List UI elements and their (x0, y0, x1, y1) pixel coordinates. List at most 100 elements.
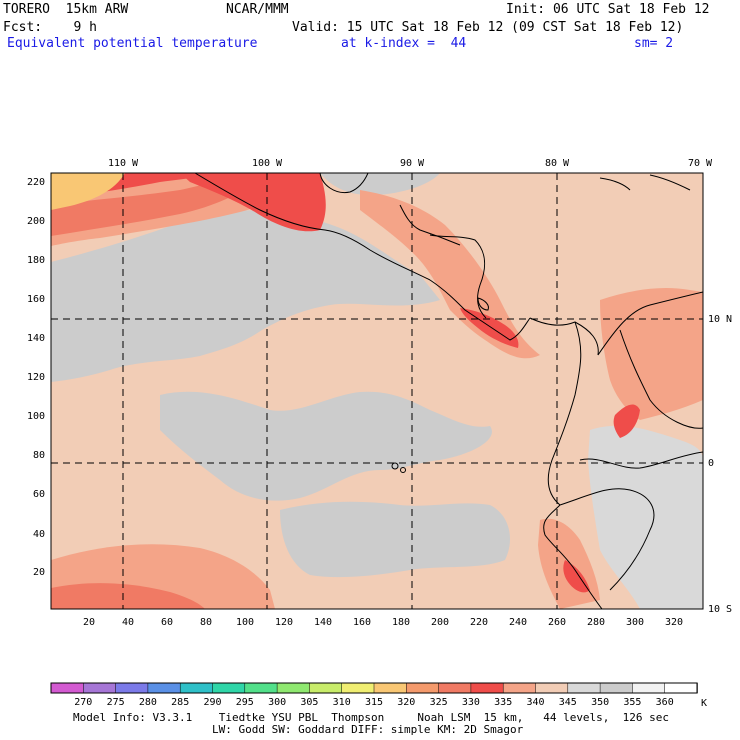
colorbar-swatch (373, 682, 408, 694)
colorbar-swatch (244, 682, 278, 694)
x-tick-label: 20 (83, 617, 95, 628)
fill-gray-south (280, 501, 510, 578)
x-tick-label: 100 (236, 617, 254, 628)
model-info-line2: LW: Godd SW: Goddard DIFF: simple KM: 2D… (212, 723, 524, 736)
fill-salmon-centralamerica (360, 190, 540, 359)
colorbar-label: 320 (397, 697, 415, 708)
colorbar-swatch (406, 682, 440, 694)
colorbar-swatch (632, 682, 666, 694)
colorbar-swatch (212, 682, 246, 694)
y-tick-label: 20 (33, 567, 45, 578)
lon-label: 90 W (400, 158, 425, 169)
x-tick-label: 180 (392, 617, 410, 628)
field-name: Equivalent potential temperature (7, 36, 258, 51)
colorbar-swatch (179, 682, 214, 694)
x-tick-label: 140 (314, 617, 332, 628)
colorbar-label: 310 (333, 697, 351, 708)
y-tick-label: 120 (27, 372, 45, 383)
fill-red-northsa (613, 404, 640, 438)
y-tick-label: 60 (33, 489, 45, 500)
colorbar-label: 300 (268, 697, 286, 708)
colorbar (50, 682, 698, 694)
border-colombia-ecuador (579, 451, 703, 469)
fill-gray-east-land (588, 425, 703, 609)
fill-gray-central (160, 391, 492, 501)
colorbar-label: 285 (171, 697, 189, 708)
forecast-hour: Fcst: 9 h (3, 20, 97, 35)
y-tick-label: 140 (27, 333, 45, 344)
fill-gray-north (51, 210, 440, 382)
colorbar-swatch (341, 682, 375, 694)
colorbar-frame (50, 682, 698, 694)
colorbar-label: 305 (300, 697, 318, 708)
galapagos-island (400, 467, 406, 473)
colorbar-swatch (599, 682, 634, 694)
y-axis: 20 40 60 80 100 120 140 160 180 200 220 (27, 177, 45, 578)
x-tick-label: 280 (587, 617, 605, 628)
lat-labels: 10 N 0 10 S (708, 314, 732, 615)
colorbar-label: 335 (494, 697, 512, 708)
map-frame (50, 172, 704, 610)
y-tick-label: 160 (27, 294, 45, 305)
colorbar-label: 355 (623, 697, 641, 708)
coast-ecuador (543, 504, 603, 609)
colorbar-label: 350 (591, 697, 609, 708)
x-tick-label: 200 (431, 617, 449, 628)
colorbar-swatch (115, 682, 149, 694)
y-tick-label: 200 (27, 216, 45, 227)
y-tick-label: 180 (27, 255, 45, 266)
lat-label: 10 N (708, 314, 732, 325)
coast-nicaragua-lake (477, 297, 489, 311)
border-peru-brazil (559, 488, 655, 591)
lon-label: 70 W (688, 158, 713, 169)
x-tick-label: 60 (161, 617, 173, 628)
fill-gold-corner (51, 173, 125, 210)
colorbar-swatch (470, 682, 504, 694)
colorbar-swatch (147, 682, 181, 694)
colorbar-label: 290 (203, 697, 221, 708)
x-tick-label: 300 (626, 617, 644, 628)
coast-venezuela (597, 291, 703, 356)
coast-belize (399, 204, 461, 246)
border-colombia-venezuela (619, 329, 703, 429)
fill-gray-topright (320, 173, 440, 195)
y-tick-label: 220 (27, 177, 45, 188)
fill-red-costarica (460, 308, 519, 348)
coast-caribbean-islands (599, 174, 691, 191)
x-tick-label: 220 (470, 617, 488, 628)
y-tick-label: 80 (33, 450, 45, 461)
colorbar-swatch (309, 682, 343, 694)
x-tick-label: 80 (200, 617, 212, 628)
coast-honduras (429, 234, 487, 319)
galapagos-island (391, 462, 399, 470)
colorbar-swatch (567, 682, 601, 694)
colorbar-swatch (535, 682, 569, 694)
x-tick-label: 160 (353, 617, 371, 628)
x-tick-label: 320 (665, 617, 683, 628)
lon-label: 100 W (252, 158, 283, 169)
valid-time: Valid: 15 UTC Sat 18 Feb 12 (09 CST Sat … (292, 20, 684, 35)
fill-red-peru (563, 560, 590, 593)
coast-yucatan (319, 173, 369, 194)
smoothing-label: sm= 2 (634, 36, 674, 51)
graticule (51, 173, 703, 609)
colorbar-label: 340 (526, 697, 544, 708)
lon-label: 80 W (545, 158, 570, 169)
coastlines (194, 173, 703, 609)
x-tick-label: 40 (122, 617, 134, 628)
lat-label: 10 S (708, 604, 732, 615)
colorbar-swatch (438, 682, 472, 694)
colorbar-swatch (276, 682, 311, 694)
fill-salmon-northsa (600, 288, 703, 420)
coast-costarica (429, 279, 531, 341)
lat-label: 0 (708, 458, 714, 469)
lon-label: 110 W (108, 158, 139, 169)
fill-red-mexico (180, 173, 326, 232)
colorbar-label: 295 (236, 697, 254, 708)
init-time: Init: 06 UTC Sat 18 Feb 12 (506, 2, 710, 17)
colorbar-label: 280 (139, 697, 157, 708)
contour-fill (51, 173, 703, 609)
x-tick-label: 260 (548, 617, 566, 628)
x-tick-label: 240 (509, 617, 527, 628)
